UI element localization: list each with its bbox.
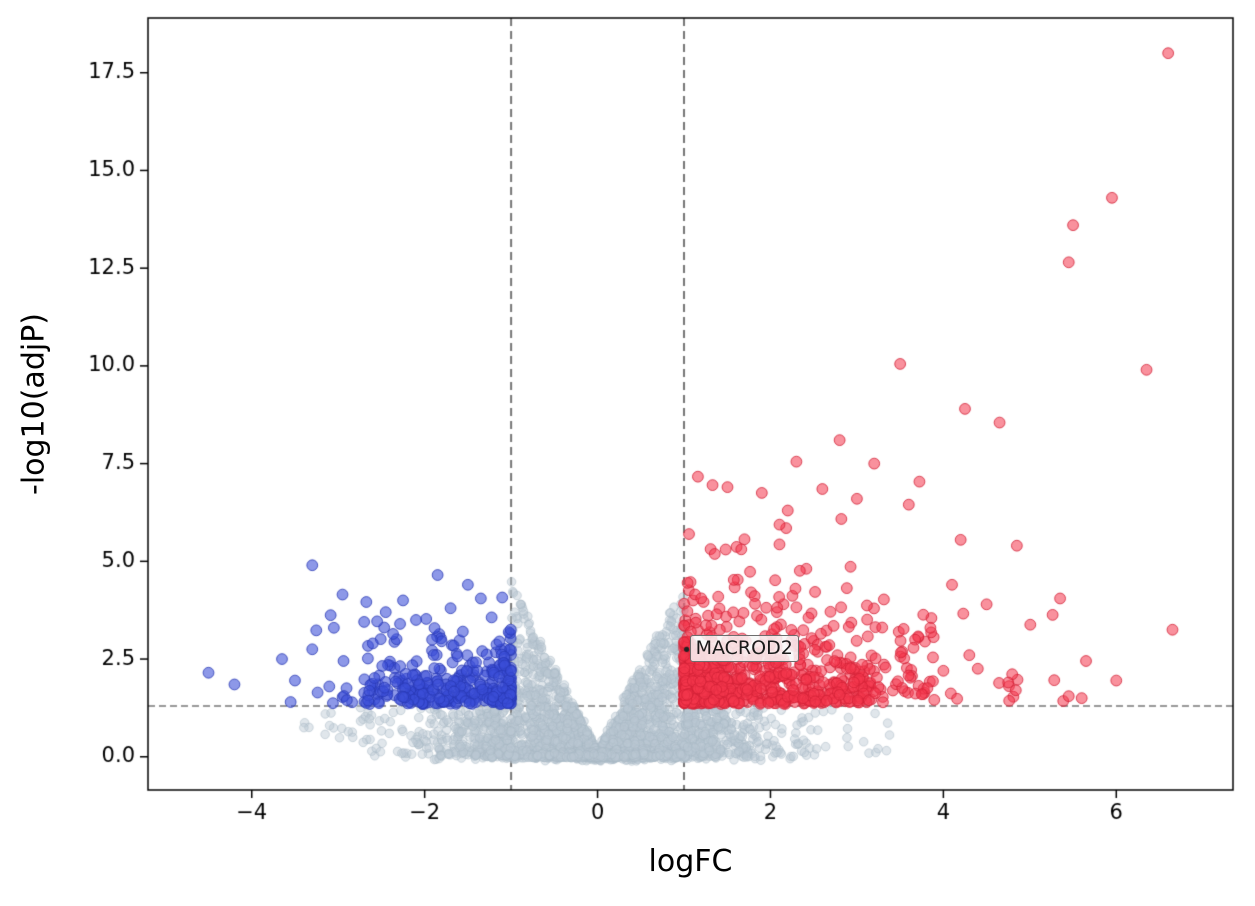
x-axis-label: logFC [648,844,733,879]
gene-annotation-label: MACROD2 [689,635,799,663]
y-axis-label: -log10(adjP) [16,313,52,495]
